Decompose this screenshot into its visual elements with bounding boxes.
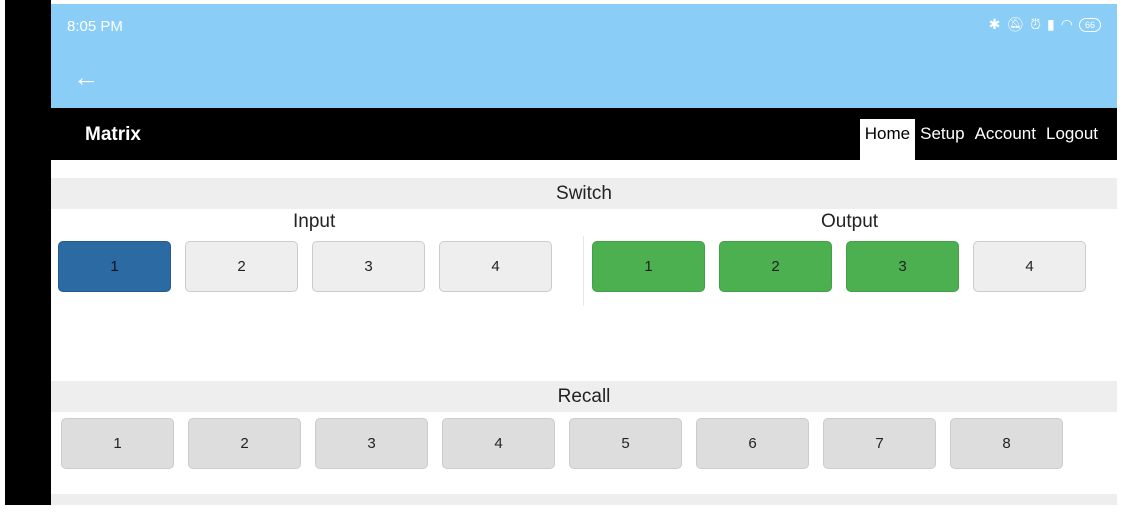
recall-button-1[interactable]: 1: [61, 418, 174, 469]
recall-button-8[interactable]: 8: [950, 418, 1063, 469]
switch-header: Switch: [51, 178, 1117, 209]
recall-button-4[interactable]: 4: [442, 418, 555, 469]
output-label: Output: [821, 211, 879, 232]
status-icons: ✱ 🔕︎ ⏰︎ ▮ ◠ 66: [989, 16, 1101, 33]
output-button-3[interactable]: 3: [846, 241, 959, 292]
navbar: Matrix Home Setup Account Logout: [51, 108, 1117, 160]
next-section-header: [51, 494, 1117, 505]
app-bar: 8:05 PM ✱ 🔕︎ ⏰︎ ▮ ◠ 66 ←: [51, 4, 1117, 108]
recall-button-5[interactable]: 5: [569, 418, 682, 469]
nav-logout[interactable]: Logout: [1046, 124, 1098, 143]
nav-account[interactable]: Account: [974, 124, 1036, 143]
recall-header: Recall: [51, 381, 1117, 412]
wifi-icon: ◠: [1060, 16, 1073, 32]
brand[interactable]: Matrix: [85, 124, 141, 145]
recall-button-3[interactable]: 3: [315, 418, 428, 469]
input-button-2[interactable]: 2: [185, 241, 298, 292]
output-button-1[interactable]: 1: [592, 241, 705, 292]
status-time: 8:05 PM: [67, 18, 123, 35]
input-label: Input: [293, 211, 336, 232]
bluetooth-icon: ✱: [988, 16, 1001, 32]
input-button-1[interactable]: 1: [58, 241, 171, 292]
bell-off-icon: 🔕︎: [1006, 16, 1025, 32]
nav-setup[interactable]: Setup: [920, 124, 965, 143]
input-button-3[interactable]: 3: [312, 241, 425, 292]
signal-icon: ▮: [1047, 16, 1055, 32]
battery-icon: 66: [1078, 17, 1101, 32]
recall-button-7[interactable]: 7: [823, 418, 936, 469]
recall-button-2[interactable]: 2: [188, 418, 301, 469]
arrow-left-icon[interactable]: ←: [73, 62, 99, 92]
divider: [583, 236, 584, 306]
recall-button-6[interactable]: 6: [696, 418, 809, 469]
output-button-4[interactable]: 4: [973, 241, 1086, 292]
alarm-icon: ⏰︎: [1030, 16, 1042, 32]
output-button-2[interactable]: 2: [719, 241, 832, 292]
nav-home[interactable]: Home: [859, 119, 916, 160]
input-button-4[interactable]: 4: [439, 241, 552, 292]
left-black-bar: [5, 0, 51, 505]
